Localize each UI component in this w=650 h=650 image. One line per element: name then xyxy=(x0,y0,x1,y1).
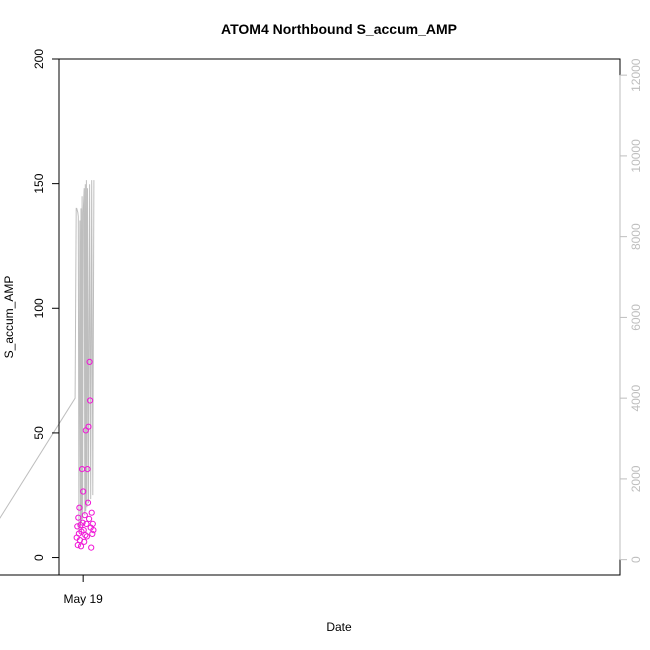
chart-title: ATOM4 Northbound S_accum_AMP xyxy=(221,21,457,37)
axes: 050100150200020004000600080001000012000M… xyxy=(0,49,643,606)
x-tick-label: May 19 xyxy=(63,592,103,606)
y-tick-label: 0 xyxy=(32,554,46,561)
data-point xyxy=(74,542,81,549)
data-point xyxy=(85,423,92,430)
y-axis-label: S_accum_AMP xyxy=(2,276,16,359)
plot-frame xyxy=(58,58,621,576)
secondary-line xyxy=(0,180,95,532)
data-point xyxy=(84,499,92,506)
data-point xyxy=(87,397,94,404)
data-point xyxy=(86,515,93,523)
data-point xyxy=(79,519,86,526)
x-axis-label: Date xyxy=(326,620,352,634)
data-point xyxy=(80,488,87,495)
data-point xyxy=(84,466,91,473)
data-point xyxy=(89,530,96,538)
data-point xyxy=(76,504,83,511)
data-point xyxy=(81,538,88,545)
y2-tick-label: 8000 xyxy=(629,223,643,250)
data-point xyxy=(83,520,90,528)
data-point xyxy=(88,509,95,516)
data-point xyxy=(74,523,81,530)
right-axis-line-series xyxy=(0,180,95,532)
y2-tick-label: 10000 xyxy=(629,139,643,173)
series-group xyxy=(73,358,97,551)
scatter-points xyxy=(73,358,97,551)
y2-tick-label: 4000 xyxy=(629,385,643,412)
data-point xyxy=(89,520,96,528)
y-tick-label: 50 xyxy=(32,426,46,440)
y-tick-label: 150 xyxy=(32,173,46,193)
data-point xyxy=(81,512,88,519)
data-point xyxy=(83,533,91,540)
y-tick-label: 200 xyxy=(32,49,46,69)
y-tick-label: 100 xyxy=(32,298,46,318)
y2-tick-label: 2000 xyxy=(629,465,643,492)
data-point xyxy=(90,527,97,534)
data-point xyxy=(82,532,89,539)
y2-tick-label: 0 xyxy=(629,556,643,563)
y2-tick-label: 12000 xyxy=(629,58,643,92)
data-point xyxy=(88,544,95,551)
data-point xyxy=(86,358,93,365)
data-point xyxy=(75,514,82,521)
y2-tick-label: 6000 xyxy=(629,304,643,331)
data-point xyxy=(77,543,85,550)
